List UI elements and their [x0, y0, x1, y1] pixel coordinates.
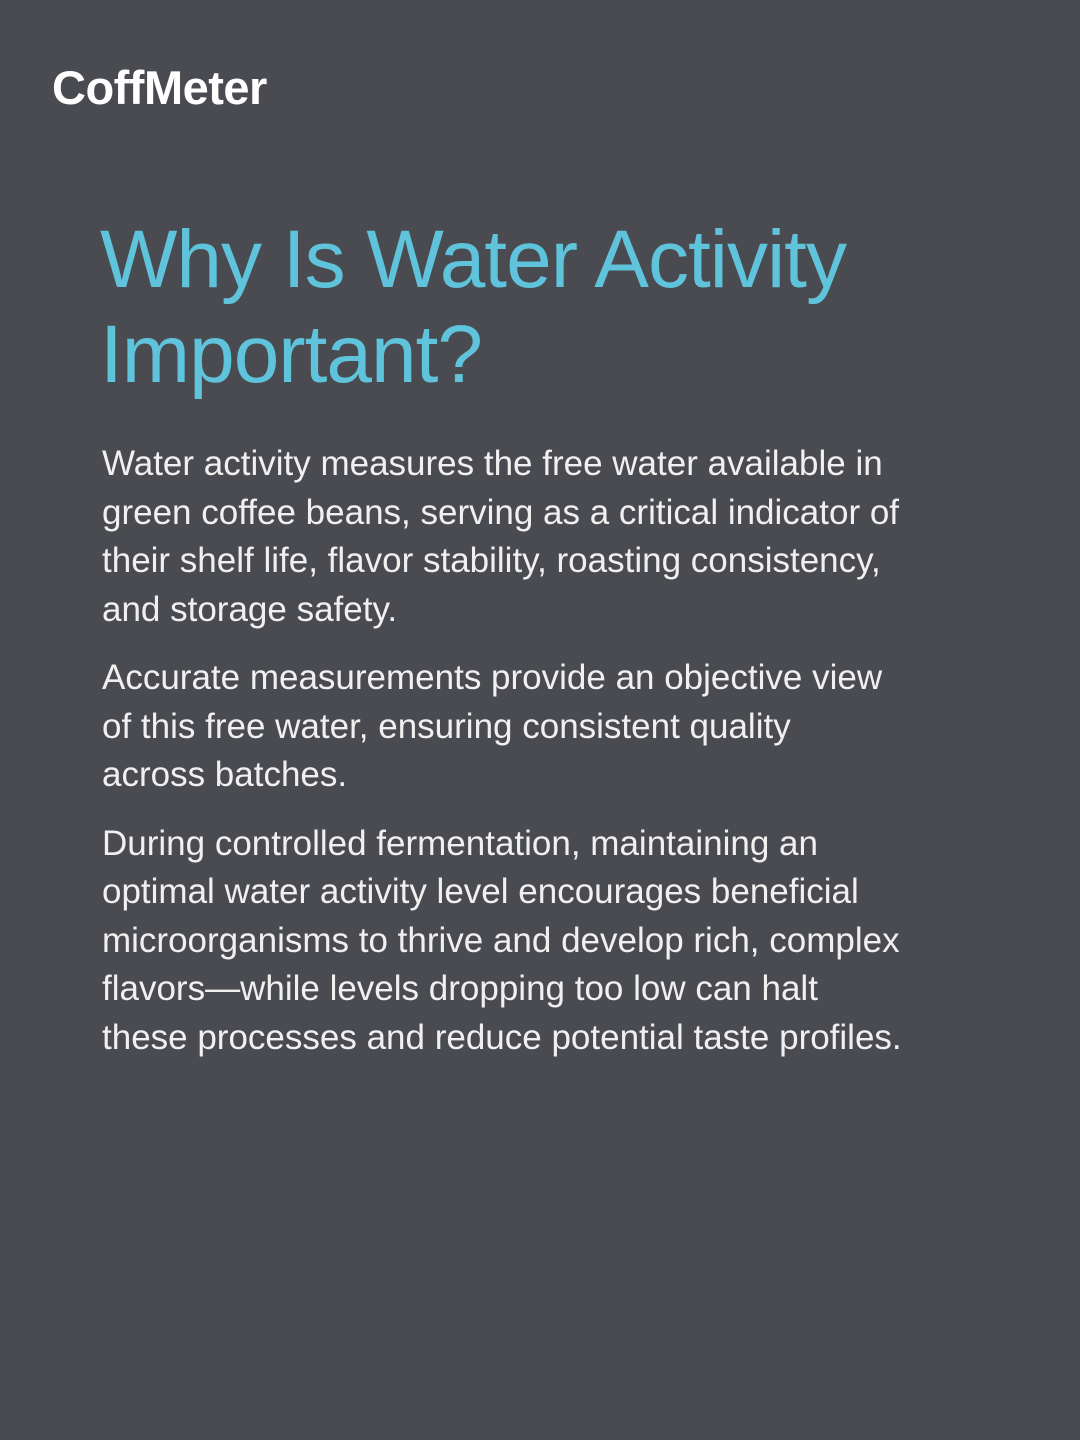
brand-logo: CoffMeter [52, 61, 267, 114]
body-text: Water activity measures the free water a… [102, 440, 902, 1082]
paragraph-measurement: Accurate measurements provide an objecti… [102, 658, 883, 794]
page-title: Why Is Water Activity Important? [100, 214, 847, 400]
paragraph-definition: Water activity measures the free water a… [102, 444, 900, 629]
paragraph-fermentation: During controlled fermentation, maintain… [102, 823, 902, 1057]
